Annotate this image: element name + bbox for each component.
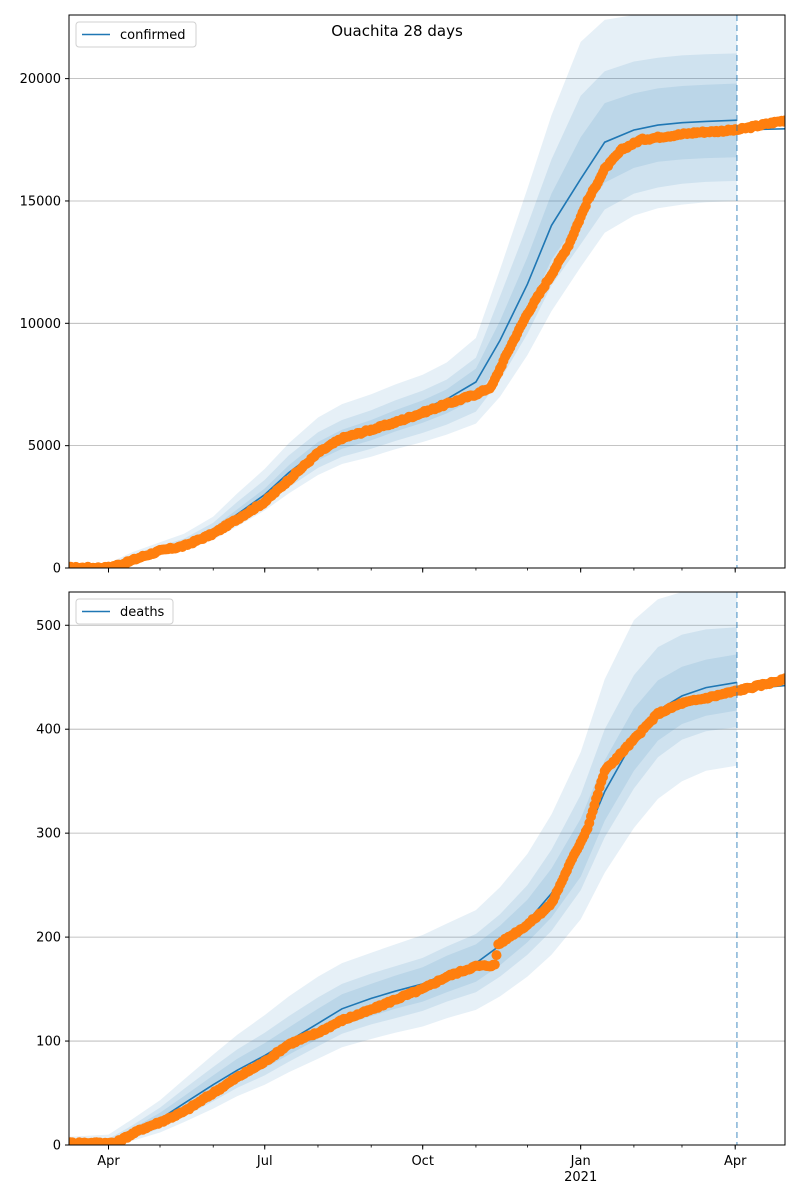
legend-box	[75, 21, 197, 48]
x-tick-label: Jan	[570, 1154, 591, 1169]
observed-point	[780, 673, 785, 684]
plot-area	[69, 592, 785, 1145]
legend-label: confirmed	[120, 28, 186, 43]
uncertainty-band	[69, 627, 737, 1145]
x-tick-label: Apr	[724, 1154, 747, 1169]
uncertainty-band	[69, 53, 737, 568]
x-tick-label: Oct	[411, 1154, 433, 1169]
y-tick-label: 0	[53, 1139, 61, 1154]
figure-title: Ouachita 28 days	[331, 22, 463, 40]
y-tick-label: 10000	[20, 317, 61, 332]
axes-frame	[68, 591, 786, 1146]
y-tick-label: 100	[36, 1035, 61, 1050]
y-tick-label: 15000	[20, 194, 61, 209]
x-tick-year-label: 2021	[564, 1170, 597, 1185]
observed-point	[491, 950, 502, 961]
x-tick-label: Apr	[97, 1154, 120, 1169]
legend-label: deaths	[120, 605, 165, 620]
uncertainty-band	[69, 15, 737, 568]
legend: deaths	[75, 598, 174, 625]
y-tick-label: 20000	[20, 72, 61, 87]
y-tick-label: 0	[53, 562, 61, 577]
observed-point	[489, 959, 500, 970]
y-tick-label: 400	[36, 723, 61, 738]
x-tick-label: Jul	[256, 1154, 273, 1169]
observed-point	[780, 115, 785, 126]
y-tick-label: 5000	[28, 439, 61, 454]
y-tick-label: 200	[36, 931, 61, 946]
legend: confirmed	[75, 21, 197, 48]
axes-frame	[68, 14, 786, 569]
confirmed-panel: 0 5000 10000 15000 20000 confirmed	[20, 14, 786, 577]
uncertainty-band	[69, 592, 737, 1145]
y-tick-label: 500	[36, 619, 61, 634]
plot-area	[69, 15, 785, 568]
legend-box	[75, 598, 174, 625]
uncertainty-band	[69, 83, 737, 568]
y-tick-label: 300	[36, 827, 61, 842]
